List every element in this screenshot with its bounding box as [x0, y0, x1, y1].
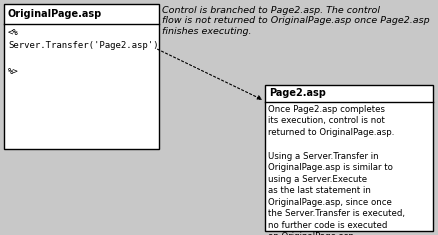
Text: Page2.asp: Page2.asp — [268, 89, 325, 98]
Bar — [4, 4, 159, 149]
Text: Once Page2.asp completes
its execution, control is not
returned to OriginalPage.: Once Page2.asp completes its execution, … — [267, 105, 393, 137]
Text: OriginalPage.asp: OriginalPage.asp — [8, 9, 102, 19]
Text: Using a Server.Transfer in
OriginalPage.asp is similar to
using a Server.Execute: Using a Server.Transfer in OriginalPage.… — [267, 152, 404, 235]
Text: %>: %> — [8, 67, 19, 76]
Bar — [265, 85, 432, 231]
Text: <%: <% — [8, 28, 19, 37]
Text: Control is branched to Page2.asp. The control
flow is not returned to OriginalPa: Control is branched to Page2.asp. The co… — [162, 6, 429, 36]
Text: Server.Transfer('Page2.asp'): Server.Transfer('Page2.asp') — [8, 41, 158, 50]
